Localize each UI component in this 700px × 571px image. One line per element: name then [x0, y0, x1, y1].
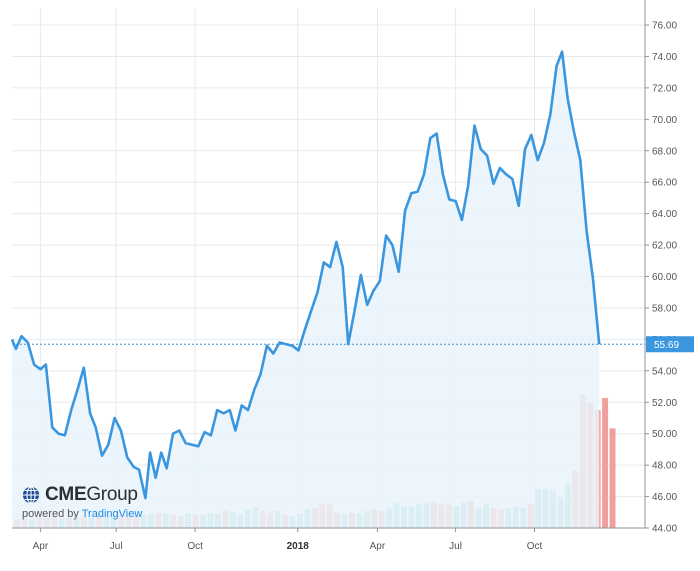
- y-tick-label: 76.00: [652, 21, 677, 32]
- y-tick-label: 46.00: [652, 492, 677, 503]
- y-tick-label: 72.00: [652, 83, 677, 94]
- last-price-tag: 55.69: [646, 336, 694, 353]
- last-price-label: 55.69: [654, 340, 679, 351]
- x-tick-label: Oct: [527, 541, 543, 552]
- y-tick-label: 62.00: [652, 241, 677, 252]
- globe-icon: [22, 486, 40, 504]
- x-axis-ticks: Apr Jul Oct 2018 Apr Jul Oct: [33, 528, 543, 552]
- x-tick-label: Apr: [370, 541, 386, 552]
- y-axis-ticks: 76.00 74.00 72.00 70.00 68.00 66.00 64.00 62.00…: [645, 21, 677, 535]
- powered-by: powered by TradingView: [22, 508, 143, 520]
- y-tick-label: 48.00: [652, 461, 677, 472]
- y-tick-label: 68.00: [652, 146, 677, 157]
- y-tick-label: 58.00: [652, 303, 677, 314]
- y-tick-label: 52.00: [652, 398, 677, 409]
- y-tick-label: 74.00: [652, 52, 677, 63]
- y-tick-label: 44.00: [652, 524, 677, 535]
- volume-bar: [602, 398, 609, 528]
- logo-wordmark: CMEGroup: [45, 484, 138, 505]
- x-tick-label: 2018: [287, 541, 310, 552]
- x-tick-label: Jul: [449, 541, 462, 552]
- volume-bar: [609, 428, 616, 528]
- y-tick-label: 70.00: [652, 115, 677, 126]
- y-tick-label: 64.00: [652, 209, 677, 220]
- last-price-tag-bg: [646, 336, 694, 353]
- x-tick-label: Apr: [33, 541, 49, 552]
- x-tick-label: Oct: [187, 541, 203, 552]
- x-tick-label: Jul: [110, 541, 123, 552]
- tradingview-link[interactable]: TradingView: [81, 508, 143, 520]
- y-tick-label: 60.00: [652, 272, 677, 283]
- y-tick-label: 54.00: [652, 366, 677, 377]
- y-tick-label: 66.00: [652, 178, 677, 189]
- cme-group-logo: CMEGroup powered by TradingView: [22, 484, 142, 520]
- price-area-fill: [12, 51, 600, 528]
- price-line: [10, 50, 601, 500]
- y-tick-label: 50.00: [652, 429, 677, 440]
